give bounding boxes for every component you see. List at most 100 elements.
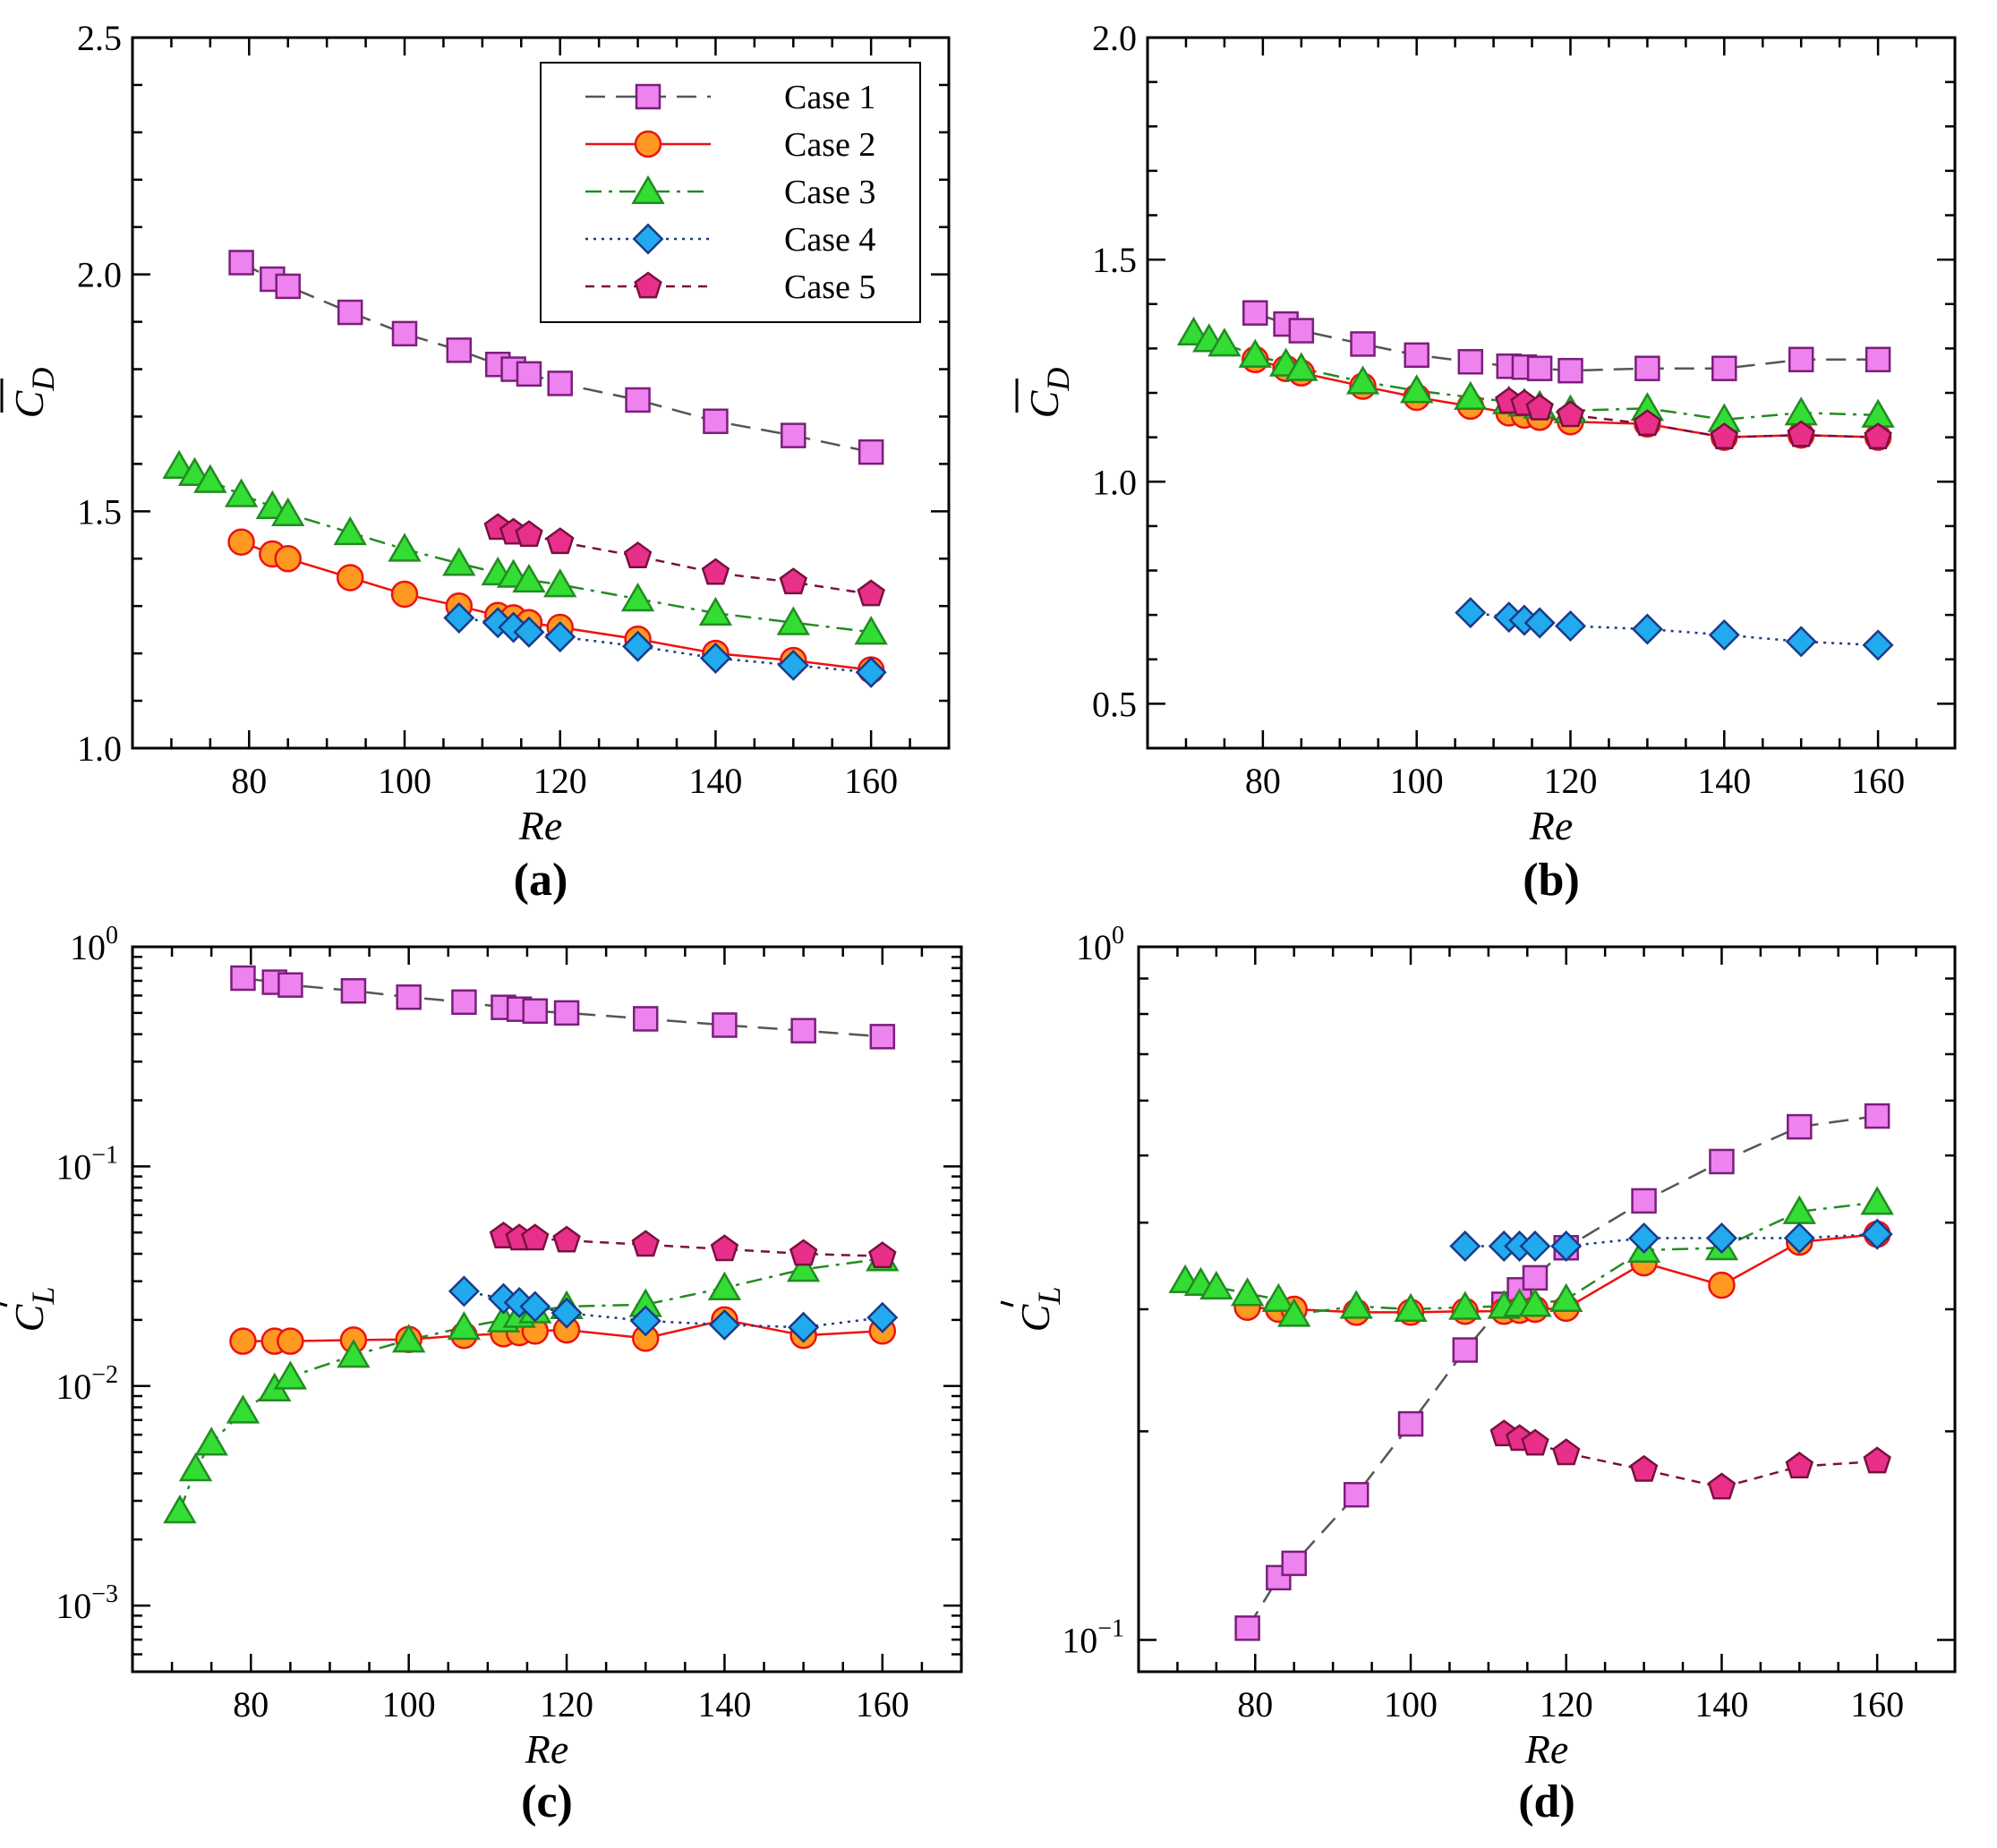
data-point-case4 — [1708, 618, 1740, 651]
data-point-case3 — [1448, 1290, 1482, 1320]
data-point-case3 — [333, 515, 367, 546]
y-tick-label: 1.0 — [77, 728, 122, 769]
y-tick-label: 2.0 — [77, 255, 122, 295]
legend-entry-case2: Case 2 — [585, 126, 875, 164]
panel-c: 80 100 120 140 160 10−3 10−2 10−1 100 Re CL (c) — [0, 922, 963, 1827]
data-point-case1 — [230, 965, 256, 992]
data-point-case4 — [1550, 1230, 1583, 1262]
data-point-case3 — [1277, 1298, 1311, 1327]
data-point-case5 — [779, 567, 808, 595]
data-point-case5 — [515, 520, 543, 548]
data-point-case3 — [1261, 1282, 1296, 1312]
data-point-case3 — [224, 478, 259, 507]
data-point-case1 — [396, 984, 422, 1010]
data-point-case3 — [337, 1339, 371, 1368]
x-axis-title: Re — [518, 803, 563, 848]
x-tick-label: 80 — [1237, 1684, 1273, 1725]
data-point-case1 — [340, 977, 367, 1004]
data-point-case1 — [277, 972, 303, 998]
data-point-case3 — [512, 563, 546, 593]
data-point-case1 — [1711, 355, 1737, 381]
y-tick-label: 100 — [70, 922, 118, 967]
data-point-case3 — [442, 547, 476, 576]
data-point-case1 — [1234, 1615, 1260, 1641]
x-tick-label: 80 — [231, 761, 267, 801]
series-line-case4 — [1470, 611, 1879, 647]
y-tick-label: 100 — [1076, 922, 1124, 967]
data-point-case5 — [1787, 420, 1815, 447]
data-point-case5 — [1551, 1438, 1581, 1466]
data-point-case4 — [1519, 1230, 1551, 1262]
legend-marker-case2 — [634, 130, 662, 158]
data-point-case3 — [1339, 1290, 1373, 1319]
data-point-case1 — [1522, 1265, 1549, 1291]
data-point-case2 — [336, 564, 364, 592]
legend-entry-case4: Case 4 — [585, 221, 875, 259]
data-point-case1 — [1242, 300, 1268, 326]
data-point-case3 — [447, 1310, 482, 1341]
data-point-case1 — [451, 989, 477, 1016]
data-point-case5 — [1785, 1452, 1814, 1478]
legend-label: Case 3 — [784, 174, 875, 211]
data-point-case4 — [855, 656, 887, 688]
data-point-case3 — [1518, 1288, 1552, 1317]
data-point-case5 — [857, 579, 885, 607]
x-tick-label: 160 — [844, 761, 898, 801]
data-point-case3 — [854, 616, 888, 645]
data-point-case1 — [1397, 1410, 1424, 1437]
series-line-case1 — [1254, 311, 1879, 372]
data-point-case3 — [1549, 1282, 1583, 1312]
data-point-case2 — [277, 1327, 304, 1355]
x-axis-title: Re — [525, 1726, 569, 1772]
legend-entry-case5: Case 5 — [585, 268, 875, 306]
data-point-case4 — [1523, 607, 1556, 639]
data-point-case1 — [1709, 1148, 1735, 1175]
series-layer — [1176, 300, 1895, 661]
y-tick-label: 1.0 — [1092, 462, 1137, 502]
data-point-case4 — [622, 630, 654, 662]
x-tick-label: 100 — [378, 761, 431, 801]
panel-label: (a) — [514, 855, 568, 906]
legend-entry-case3: Case 3 — [585, 174, 875, 211]
series-line-case1 — [1246, 1114, 1878, 1630]
legend-label: Case 4 — [784, 221, 875, 259]
data-point-case3 — [388, 532, 422, 562]
y-axis-title: CL — [0, 1287, 61, 1332]
data-point-case2 — [227, 528, 255, 556]
data-point-case4 — [699, 642, 731, 674]
data-point-case1 — [790, 1018, 816, 1043]
data-point-case1 — [1788, 346, 1814, 373]
data-point-case5 — [631, 1230, 660, 1257]
data-point-case4 — [788, 1311, 820, 1343]
data-point-case1 — [1343, 1482, 1370, 1508]
svg-text:CL: CL — [1012, 1287, 1067, 1333]
data-point-case1 — [1457, 349, 1484, 375]
data-point-case1 — [1864, 1103, 1890, 1129]
data-point-case3 — [1345, 365, 1380, 395]
data-point-case3 — [271, 497, 305, 526]
data-point-case5 — [1629, 1454, 1659, 1482]
legend-marker-case1 — [635, 83, 661, 110]
data-point-case5 — [1707, 1472, 1737, 1500]
data-point-case3 — [226, 1394, 260, 1424]
data-point-case3 — [1238, 338, 1272, 368]
legend-box — [540, 62, 921, 323]
data-point-case5 — [1525, 393, 1554, 421]
data-point-case4 — [777, 649, 809, 681]
data-point-case3 — [273, 1360, 308, 1390]
data-point-case4 — [866, 1301, 899, 1333]
x-tick-label: 80 — [1245, 761, 1281, 801]
data-point-case3 — [1284, 352, 1319, 381]
x-tick-label: 140 — [697, 1684, 751, 1725]
data-point-case3 — [543, 568, 577, 598]
data-point-case3 — [178, 1452, 213, 1482]
data-point-case1 — [1557, 357, 1583, 384]
data-point-case3 — [1860, 1186, 1894, 1215]
plot-frame — [131, 945, 963, 1673]
x-tick-label: 100 — [1390, 761, 1444, 801]
data-point-case4 — [1861, 1218, 1893, 1250]
data-point-case1 — [228, 250, 254, 276]
data-point-case3 — [707, 1271, 742, 1301]
data-point-case1 — [703, 408, 729, 435]
data-point-case4 — [1631, 613, 1663, 645]
